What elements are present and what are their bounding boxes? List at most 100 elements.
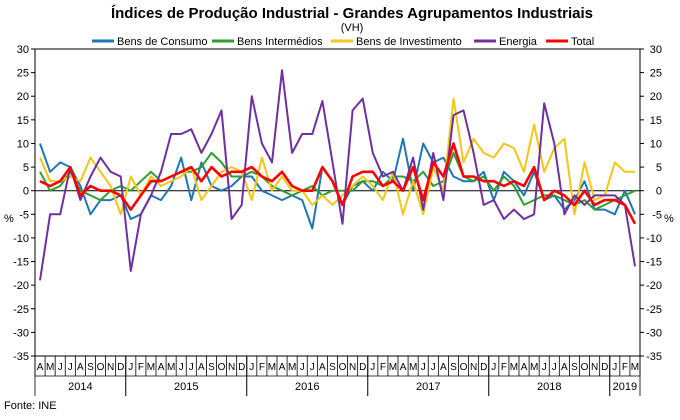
y-tick-label-right: 10 [650, 138, 662, 150]
y-tick-label-left: -15 [13, 257, 29, 269]
y-tick-label-left: 5 [23, 162, 29, 174]
y-tick-label-right: 0 [656, 186, 662, 198]
y-tick-label-left: -30 [13, 327, 29, 339]
x-tick-label: M [147, 362, 155, 373]
x-tick-label: O [460, 362, 468, 373]
x-tick-label: F [622, 362, 628, 373]
legend-label: Total [571, 36, 594, 48]
x-tick-label: O [218, 362, 226, 373]
x-tick-label: N [228, 362, 235, 373]
y-tick-label-right: 25 [650, 68, 662, 80]
x-tick-label: M [46, 362, 54, 373]
axes: -35 -35 -30 -30 -25 -25 -20 -20 -15 -15 -10 -10 -5 -5… [13, 44, 662, 396]
x-tick-label: S [571, 362, 578, 373]
legend-item-energia: Energia [474, 36, 538, 48]
legend-label: Bens de Investimento [356, 36, 462, 48]
series-lines [39, 69, 637, 281]
y-tick-label-left: 15 [17, 115, 29, 127]
x-tick-label: M [510, 362, 518, 373]
year-label: 2019 [613, 381, 637, 393]
x-tick-label: N [107, 362, 114, 373]
x-tick-label: J [612, 362, 617, 373]
x-tick-label: J [491, 362, 496, 373]
x-tick-label: N [470, 362, 477, 373]
y-tick-label-right: 5 [656, 162, 662, 174]
legend-item-bens-de-consumo: Bens de Consumo [92, 36, 208, 48]
x-tick-label: N [591, 362, 598, 373]
x-tick-label: A [77, 362, 84, 373]
x-tick-label: A [561, 362, 568, 373]
year-label: 2018 [537, 381, 561, 393]
y-tick-label-left: -20 [13, 280, 29, 292]
y-tick-label-left: 20 [17, 91, 29, 103]
y-tick-label-left: 30 [17, 44, 29, 56]
chart-subtitle: (VH) [341, 22, 364, 34]
y-tick-label-left: -10 [13, 233, 29, 245]
y-tick-label-left: -5 [19, 209, 29, 221]
y-tick-label-right: -35 [646, 351, 662, 363]
y-tick-label-right: 15 [650, 115, 662, 127]
x-tick-label: F [380, 362, 386, 373]
legend: Bens de Consumo Bens Intermédios Bens de I… [92, 36, 594, 48]
x-tick-label: M [409, 362, 417, 373]
x-tick-label: J [300, 362, 305, 373]
x-tick-label: J [431, 362, 436, 373]
x-tick-label: D [359, 362, 366, 373]
year-label: 2015 [174, 381, 198, 393]
y-tick-label-left: 10 [17, 138, 29, 150]
x-tick-label: J [128, 362, 133, 373]
x-tick-label: J [179, 362, 184, 373]
x-tick-label: M [288, 362, 296, 373]
x-tick-label: S [208, 362, 215, 373]
y-tick-label-left: -25 [13, 304, 29, 316]
x-tick-label: A [37, 362, 44, 373]
x-tick-label: M [530, 362, 538, 373]
x-tick-label: J [552, 362, 557, 373]
y-tick-label-left: 0 [23, 186, 29, 198]
legend-label: Energia [499, 36, 538, 48]
x-tick-label: O [339, 362, 347, 373]
y-axis-label-left: % [4, 213, 14, 225]
x-tick-label: J [421, 362, 426, 373]
y-tick-label-left: -35 [13, 351, 29, 363]
year-label: 2017 [416, 381, 440, 393]
x-tick-label: A [319, 362, 326, 373]
x-tick-label: N [349, 362, 356, 373]
x-tick-label: A [279, 362, 286, 373]
y-tick-label-right: -25 [646, 304, 662, 316]
x-tick-label: J [310, 362, 315, 373]
x-tick-label: M [167, 362, 175, 373]
year-label: 2016 [295, 381, 319, 393]
legend-label: Bens Intermédios [237, 36, 323, 48]
y-tick-label-right: -30 [646, 327, 662, 339]
x-tick-label: D [601, 362, 608, 373]
source-note: Fonte: INE [4, 400, 57, 412]
year-label: 2014 [68, 381, 92, 393]
x-tick-label: F [259, 362, 265, 373]
y-tick-label-left: 25 [17, 68, 29, 80]
x-tick-label: F [138, 362, 144, 373]
x-tick-label: A [400, 362, 407, 373]
x-tick-label: M [268, 362, 276, 373]
x-tick-label: S [450, 362, 457, 373]
x-tick-label: A [158, 362, 165, 373]
x-tick-label: A [198, 362, 205, 373]
y-tick-label-right: -5 [652, 209, 662, 221]
legend-label: Bens de Consumo [117, 36, 208, 48]
x-tick-label: O [581, 362, 589, 373]
legend-item-bens-de-investimento: Bens de Investimento [331, 36, 462, 48]
x-tick-label: S [87, 362, 94, 373]
x-tick-label: J [189, 362, 194, 373]
legend-item-total: Total [546, 36, 594, 48]
y-tick-label-right: -10 [646, 233, 662, 245]
x-tick-label: J [542, 362, 547, 373]
x-tick-label: D [480, 362, 487, 373]
x-tick-label: J [370, 362, 375, 373]
x-tick-label: J [68, 362, 73, 373]
x-tick-label: J [249, 362, 254, 373]
x-tick-label: O [97, 362, 105, 373]
x-tick-label: M [389, 362, 397, 373]
x-tick-label: S [329, 362, 336, 373]
